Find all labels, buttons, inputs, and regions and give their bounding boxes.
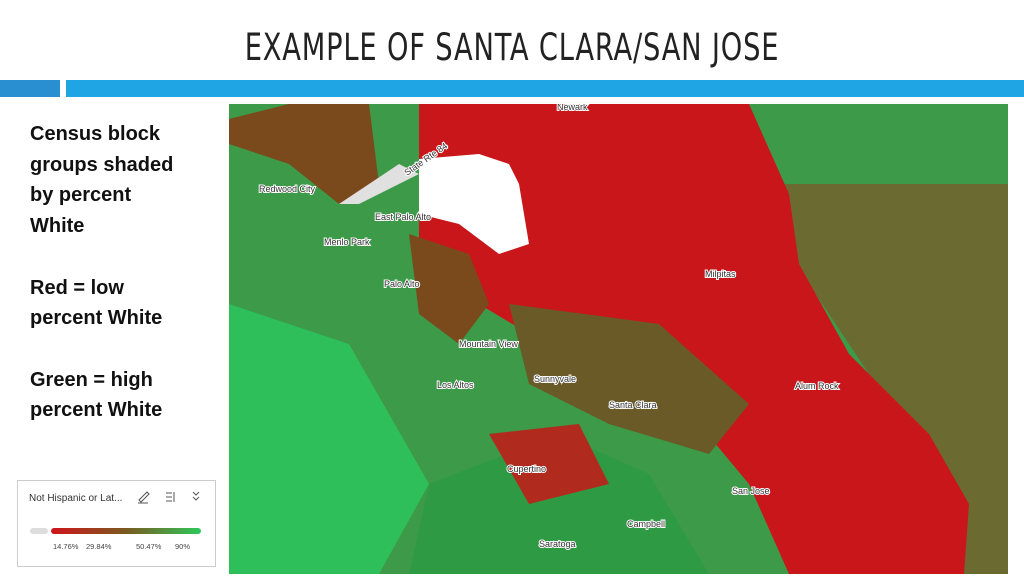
place-label: Newark: [557, 104, 588, 112]
legend-panel: Not Hispanic or Lat... 14.76% 29.84% 50.…: [17, 480, 216, 567]
region: [739, 104, 1008, 194]
edit-icon[interactable]: [138, 491, 150, 504]
color-ramp: [51, 528, 201, 534]
place-label: Menlo Park: [324, 237, 370, 247]
text-line: percent White: [30, 399, 163, 422]
legend-field[interactable]: Not Hispanic or Lat...: [29, 493, 123, 504]
text-line: Census block: [30, 123, 161, 145]
bay: [419, 154, 529, 254]
text-line: groups shaded: [30, 153, 174, 176]
place-label: Palo Alto: [384, 279, 420, 289]
accent-bar: [66, 80, 1024, 97]
paragraph: Census block groups shaded by percent White: [30, 119, 173, 242]
text-line: White: [30, 215, 85, 238]
legend-graphics: [30, 491, 201, 534]
accent-bar: [0, 80, 60, 97]
place-label: Los Altos: [437, 380, 474, 390]
text-line: percent White: [30, 307, 163, 330]
place-label: Santa Clara: [609, 400, 657, 410]
place-label: San Jose: [732, 486, 770, 496]
text-line: Green = high: [30, 368, 153, 391]
collapse-icon[interactable]: [192, 491, 200, 501]
region: [419, 104, 969, 574]
map: Newark Redwood City East Palo Alto Menlo…: [229, 104, 1008, 574]
place-label: Redwood City: [259, 184, 316, 194]
region: [229, 304, 429, 574]
place-label: Sunnyvale: [534, 374, 576, 384]
marsh: [339, 164, 419, 204]
legend-tick: 29.84%: [86, 542, 112, 551]
place-label: Saratoga: [539, 539, 576, 549]
sidebar: Census block groups shaded by percent White…: [30, 119, 173, 457]
region: [409, 234, 489, 344]
legend-tick: 14.76%: [53, 542, 79, 551]
place-label: Mountain View: [459, 339, 518, 349]
region: [229, 104, 379, 204]
legend-tick: 50.47%: [136, 542, 162, 551]
paragraph: Green = high percent White: [30, 365, 173, 426]
place-label: Cupertino: [507, 464, 546, 474]
region: [509, 304, 749, 454]
text-line: by percent: [30, 184, 132, 207]
text-line: Red = low: [30, 276, 124, 299]
region: [489, 424, 609, 504]
place-label: East Palo Alto: [375, 212, 431, 222]
no-data-swatch: [30, 528, 48, 534]
slide-title: EXAMPLE OF SANTA CLARA/SAN JOSE: [244, 26, 780, 69]
place-label: Campbell: [627, 519, 665, 529]
place-label: Alum Rock: [795, 381, 839, 391]
region: [409, 434, 709, 574]
list-icon[interactable]: [166, 492, 175, 502]
legend-tick: 90%: [175, 542, 191, 551]
place-label: Milpitas: [705, 269, 736, 279]
paragraph: Red = low percent White: [30, 273, 173, 334]
